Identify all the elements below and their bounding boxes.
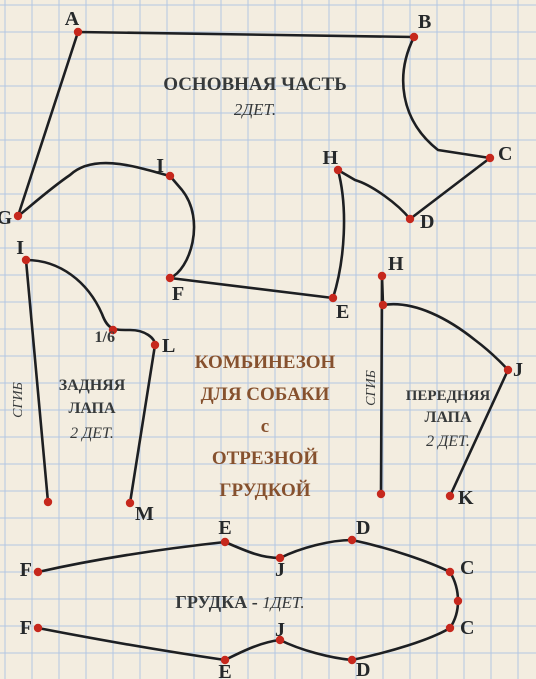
node-chest-Db (348, 656, 356, 664)
label-back_leg-M: M (135, 503, 154, 525)
label-chest-F: F (20, 617, 32, 639)
center-title-line-0: КОМБИНЕЗОН (195, 352, 336, 373)
titles: ОСНОВНАЯ ЧАСТЬ 2ДЕТ. 1/6 ЗАДНЯЯ ЛАПА 2 ДЕТ. СГ… (11, 74, 490, 612)
node-chest-Cm (454, 597, 462, 605)
node-main-G (14, 212, 22, 220)
node-chest-Et (221, 538, 229, 546)
node-chest-Fb (34, 624, 42, 632)
node-main-F (166, 274, 174, 282)
label-back_leg-L: L (162, 335, 175, 357)
label-main-C: C (498, 143, 512, 165)
label-chest-J: J (275, 619, 285, 641)
label-chest-C: C (460, 557, 474, 579)
subtitle-main: 2ДЕТ. (234, 100, 276, 119)
center-title-line-4: ГРУДКОЙ (219, 479, 310, 501)
label-chest-D: D (356, 517, 370, 539)
node-main-B (410, 33, 418, 41)
sgib-front-leg: СГИБ (364, 370, 379, 406)
sgib-back-leg: СГИБ (11, 382, 26, 418)
label-chest-F: F (20, 559, 32, 581)
node-back_leg-bl (44, 498, 52, 506)
piece-front_leg (381, 276, 508, 496)
label-main-H: H (322, 147, 338, 169)
label-chest-J: J (275, 559, 285, 581)
label-chest-D: D (356, 659, 370, 679)
title-chest: ГРУДКА - 1ДЕТ. (175, 592, 304, 612)
label-main-B: B (418, 11, 431, 33)
label-front_leg-K: K (458, 487, 474, 509)
label-front_leg-H: H (388, 253, 404, 275)
label-front_leg-J: J (513, 359, 523, 381)
label-main-G: G (0, 207, 12, 229)
label-main-F: F (172, 283, 184, 305)
node-front_leg-hp (379, 301, 387, 309)
node-front_leg-H (378, 272, 386, 280)
label-main-D: D (420, 211, 434, 233)
title-main: ОСНОВНАЯ ЧАСТЬ (163, 74, 347, 95)
label-main-E: E (336, 301, 349, 323)
label-back_leg-I: I (16, 237, 24, 259)
title-back-leg: ЗАДНЯЯ (59, 377, 126, 394)
node-front_leg-J (504, 366, 512, 374)
title-front-leg: ПЕРЕДНЯЯ (406, 388, 491, 404)
node-front_leg-K (446, 492, 454, 500)
title2-front-leg: ЛАПА (424, 409, 472, 426)
node-main-C (486, 154, 494, 162)
node-front_leg-bl (377, 490, 385, 498)
node-chest-Cb (446, 624, 454, 632)
center-title-line-1: ДЛЯ СОБАКИ (201, 384, 330, 405)
node-main-I_top (166, 172, 174, 180)
node-chest-Dt (348, 536, 356, 544)
label-chest-E: E (218, 517, 231, 539)
piece-main (18, 32, 490, 298)
center-title-line-3: ОТРЕЗНОЙ (212, 447, 319, 469)
label-main-I: I (156, 155, 164, 177)
sub-front-leg: 2 ДЕТ. (426, 433, 470, 450)
node-chest-Ct (446, 568, 454, 576)
sub-back-leg: 2 ДЕТ. (70, 425, 114, 442)
label-chest-C: C (460, 617, 474, 639)
center-title-line-2: с (261, 416, 269, 437)
node-back_leg-L (151, 341, 159, 349)
node-back_leg-M (126, 499, 134, 507)
title2-back-leg: ЛАПА (68, 400, 116, 417)
node-chest-Ft (34, 568, 42, 576)
pattern-pieces (18, 32, 508, 660)
label-main-A: A (65, 8, 80, 30)
label-chest-E: E (218, 661, 231, 679)
fraction-back-leg: 1/6 (95, 329, 115, 346)
node-main-D (406, 215, 414, 223)
